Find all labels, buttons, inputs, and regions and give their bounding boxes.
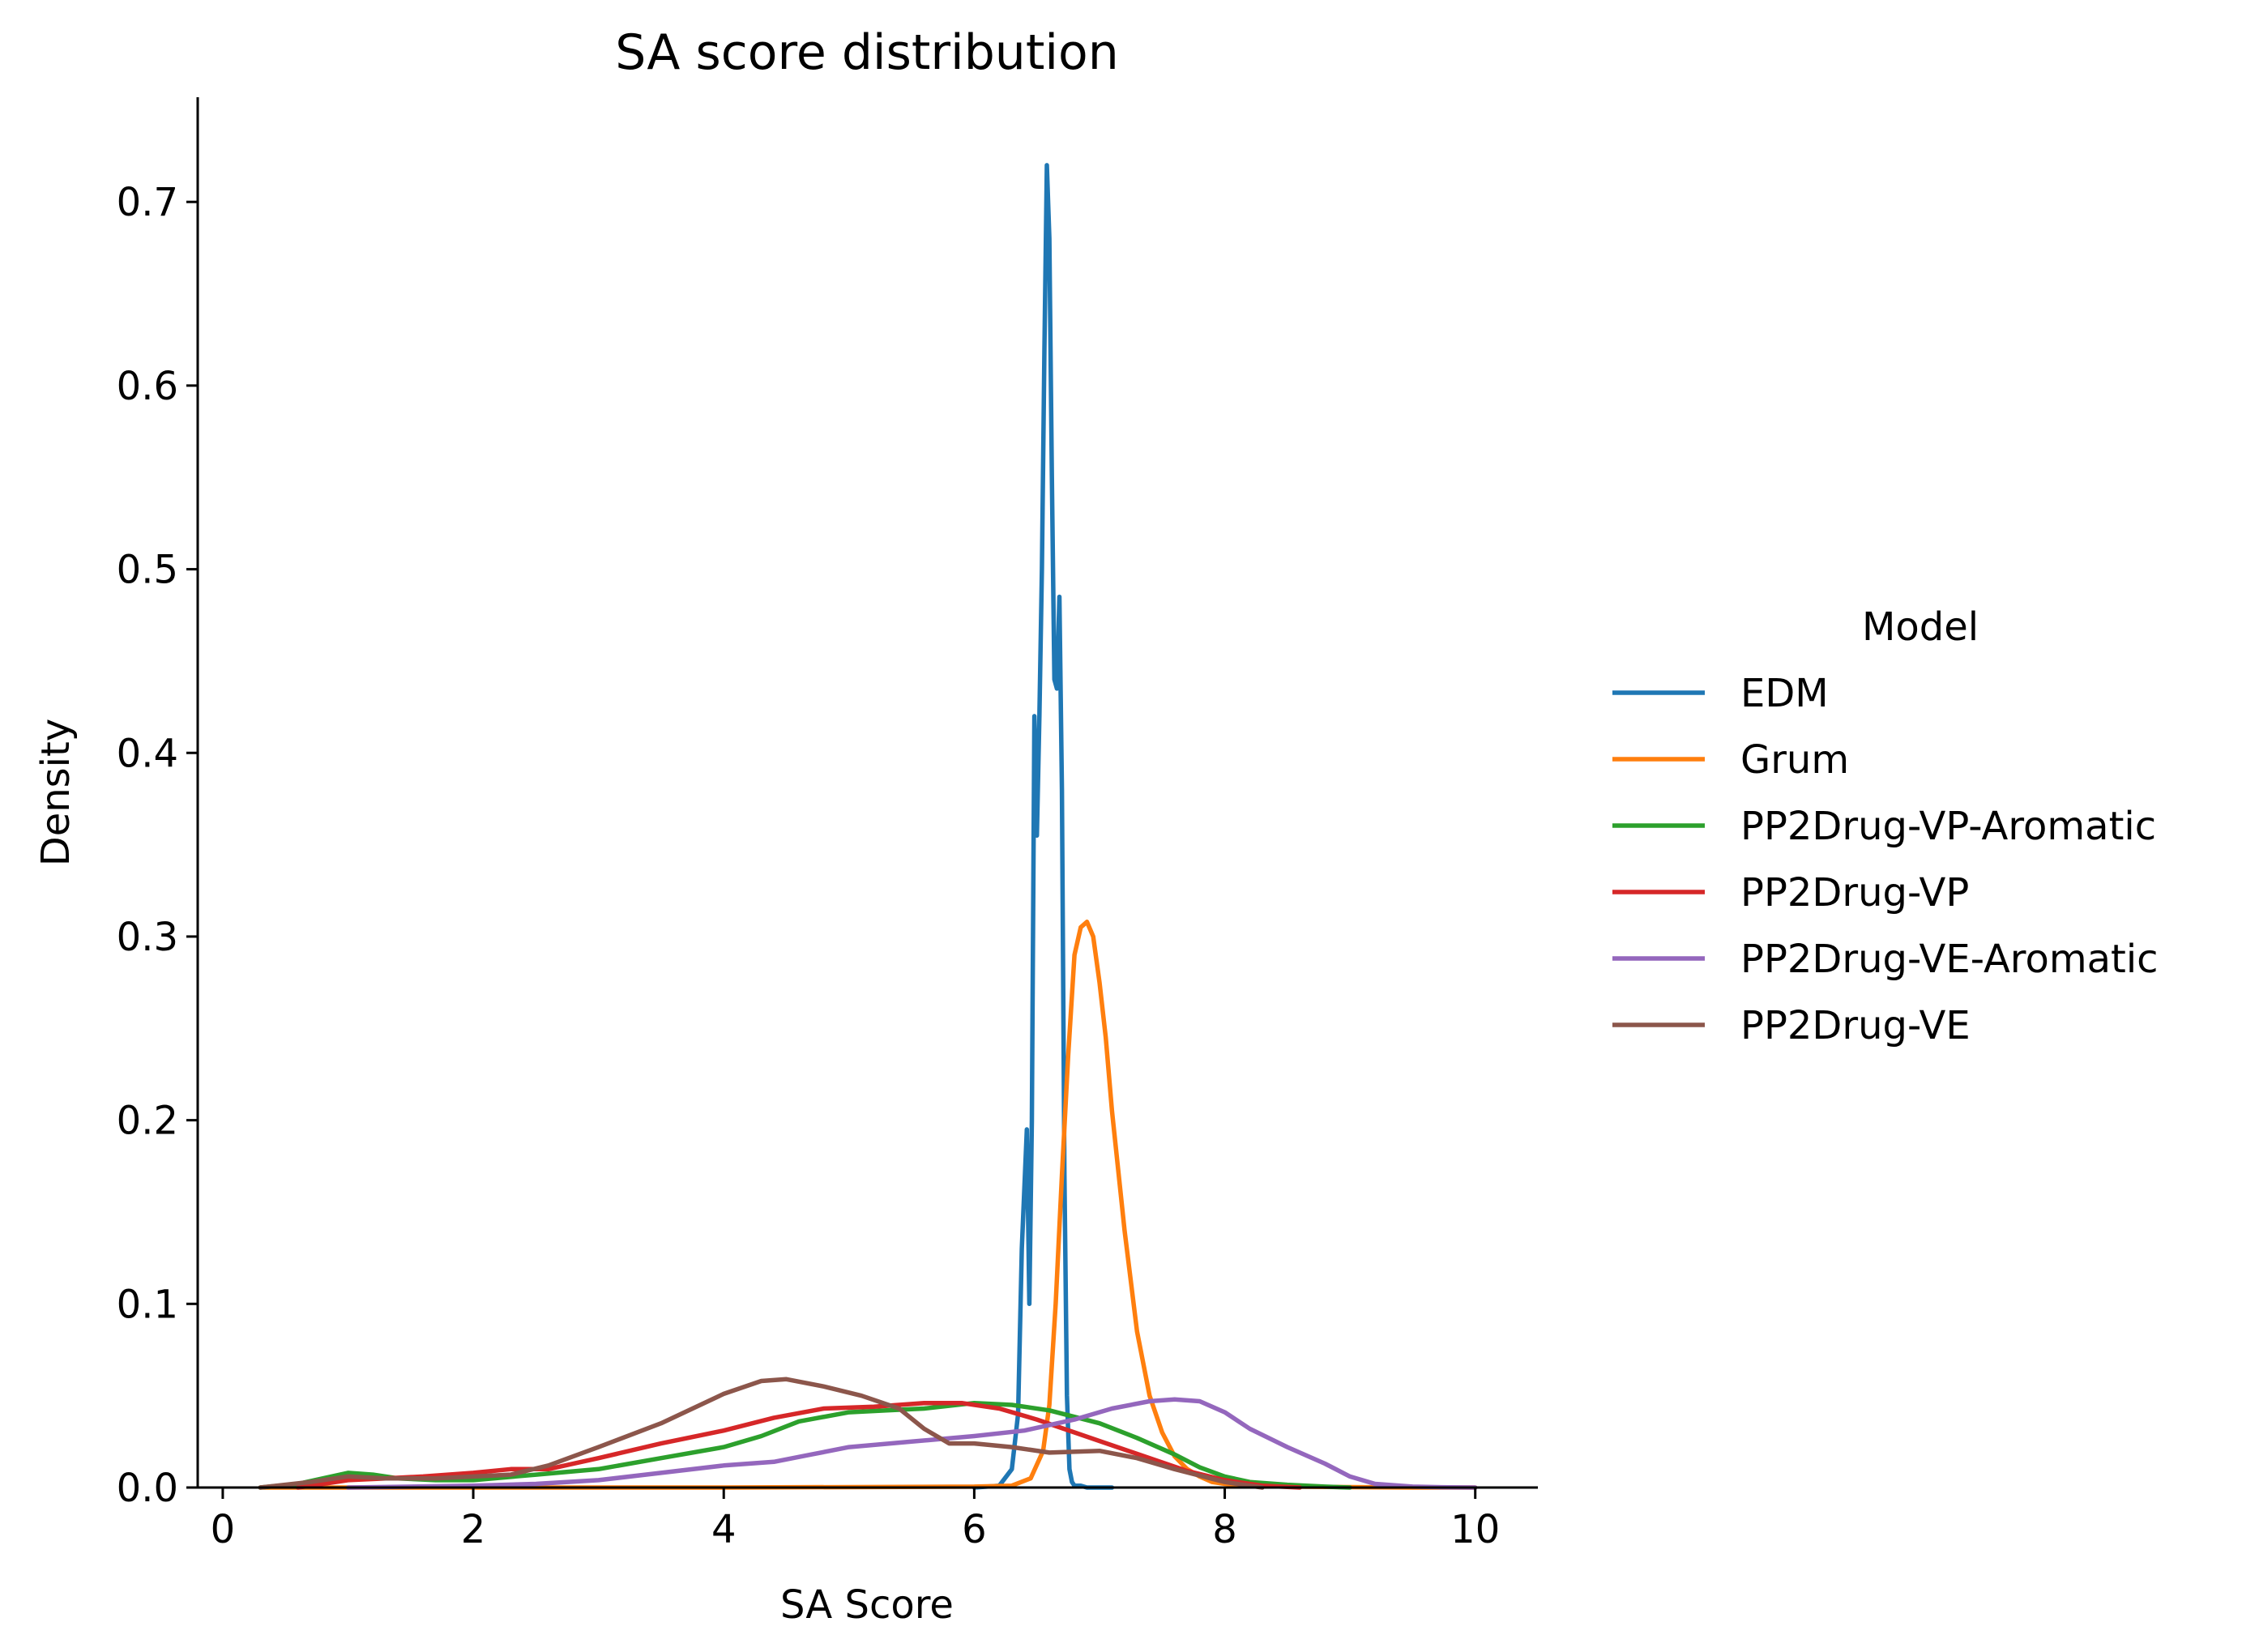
- x-tick-label: 6: [962, 1507, 987, 1552]
- legend: Model EDM Grum PP2Drug-VP-Aromatic PP2Drug-…: [1612, 604, 2159, 1048]
- series-line-edm: [971, 163, 1115, 1490]
- y-axis-ticks: 0.0 0.1 0.2 0.3 0.4 0.5 0.6 0.7: [117, 180, 198, 1511]
- plot-area: 0 2 4 6 8 10 0.0 0.1 0.2 0.3 0.4 0.5 0.6 0.7: [117, 97, 1538, 1552]
- x-tick-label: 8: [1212, 1507, 1237, 1552]
- series-line-pp2drug-ve-aromatic: [345, 1397, 1478, 1490]
- legend-label-pp2drug-ve: PP2Drug-VE: [1740, 1003, 1971, 1048]
- y-tick-label: 0.2: [117, 1099, 178, 1144]
- y-tick-label: 0.5: [117, 548, 178, 593]
- legend-title: Model: [1862, 604, 1979, 650]
- y-tick-label: 0.7: [117, 180, 178, 225]
- series-line-grum: [258, 920, 1478, 1490]
- x-tick-label: 4: [711, 1507, 737, 1552]
- legend-label-edm: EDM: [1740, 671, 1829, 716]
- x-tick-label: 10: [1450, 1507, 1500, 1552]
- y-tick-label: 0.0: [117, 1466, 178, 1511]
- legend-label-grum: Grum: [1740, 737, 1849, 783]
- legend-label-pp2drug-vp: PP2Drug-VP: [1740, 870, 1969, 916]
- chart-title: SA score distribution: [615, 24, 1119, 81]
- y-tick-label: 0.1: [117, 1282, 178, 1327]
- y-tick-label: 0.6: [117, 364, 178, 409]
- y-axis-label: Density: [33, 719, 79, 866]
- x-axis-label: SA Score: [780, 1582, 954, 1628]
- legend-label-pp2drug-vp-aromatic: PP2Drug-VP-Aromatic: [1740, 804, 2156, 849]
- y-tick-label: 0.3: [117, 915, 178, 960]
- legend-entries: EDM Grum PP2Drug-VP-Aromatic PP2Drug-VP PP2D…: [1612, 671, 2159, 1048]
- legend-label-pp2drug-ve-aromatic: PP2Drug-VE-Aromatic: [1740, 937, 2159, 982]
- series-lines: [258, 163, 1478, 1490]
- series-line-pp2drug-ve: [258, 1377, 1265, 1490]
- x-axis-ticks: 0 2 4 6 8 10: [211, 1488, 1500, 1552]
- x-tick-label: 0: [211, 1507, 236, 1552]
- y-tick-label: 0.4: [117, 731, 178, 776]
- x-tick-label: 2: [461, 1507, 486, 1552]
